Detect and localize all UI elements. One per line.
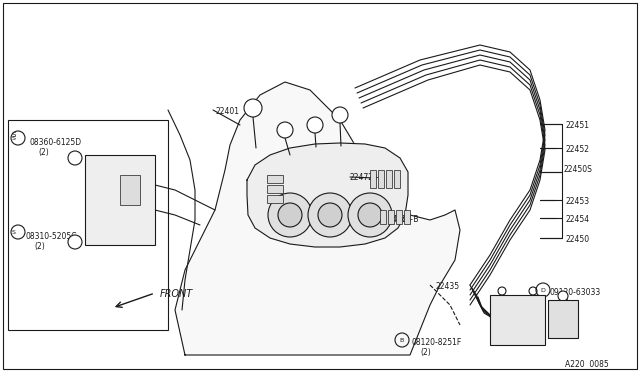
Circle shape bbox=[558, 291, 568, 301]
Polygon shape bbox=[247, 143, 408, 247]
Text: (2): (2) bbox=[558, 298, 569, 307]
Text: (2): (2) bbox=[34, 242, 45, 251]
Text: 22401: 22401 bbox=[215, 107, 239, 116]
Text: 22020: 22020 bbox=[92, 203, 116, 212]
Bar bbox=[388, 210, 394, 224]
Bar bbox=[548, 300, 578, 338]
Circle shape bbox=[308, 193, 352, 237]
Circle shape bbox=[277, 122, 293, 138]
Text: 22453: 22453 bbox=[565, 197, 589, 206]
Text: S: S bbox=[12, 230, 16, 234]
Bar bbox=[386, 170, 392, 188]
Circle shape bbox=[358, 203, 382, 227]
Text: S: S bbox=[12, 132, 16, 138]
Circle shape bbox=[529, 287, 537, 295]
Text: 22452: 22452 bbox=[565, 145, 589, 154]
Circle shape bbox=[268, 193, 312, 237]
Text: 08120-8251F: 08120-8251F bbox=[412, 338, 462, 347]
Text: 22020E: 22020E bbox=[108, 183, 137, 192]
Circle shape bbox=[348, 193, 392, 237]
Circle shape bbox=[278, 203, 302, 227]
Text: 22450: 22450 bbox=[565, 235, 589, 244]
Bar bbox=[267, 195, 283, 203]
Text: 22450S: 22450S bbox=[564, 166, 593, 174]
Bar bbox=[490, 295, 545, 345]
Text: 22435: 22435 bbox=[436, 282, 460, 291]
Text: S: S bbox=[12, 135, 16, 141]
Bar bbox=[85, 155, 155, 245]
Circle shape bbox=[68, 151, 82, 165]
Text: FRONT: FRONT bbox=[160, 289, 193, 299]
Bar bbox=[120, 175, 140, 205]
Polygon shape bbox=[175, 82, 460, 355]
Circle shape bbox=[318, 203, 342, 227]
Text: (2): (2) bbox=[38, 148, 49, 157]
Text: (2): (2) bbox=[420, 348, 431, 357]
Text: 08310-5205C: 08310-5205C bbox=[26, 232, 77, 241]
Circle shape bbox=[498, 287, 506, 295]
Text: 22451: 22451 bbox=[565, 121, 589, 130]
Bar bbox=[404, 210, 410, 224]
Bar bbox=[396, 210, 402, 224]
Bar bbox=[370, 170, 376, 188]
Text: 22472: 22472 bbox=[278, 202, 302, 211]
Circle shape bbox=[244, 99, 262, 117]
Text: D: D bbox=[541, 288, 545, 292]
Bar bbox=[380, 210, 386, 224]
Circle shape bbox=[68, 235, 82, 249]
Text: 09120-63033: 09120-63033 bbox=[550, 288, 601, 297]
Text: B: B bbox=[400, 337, 404, 343]
Text: 22472+A: 22472+A bbox=[350, 173, 386, 182]
Text: 22433: 22433 bbox=[552, 318, 576, 327]
Text: A220  0085: A220 0085 bbox=[565, 360, 609, 369]
Bar bbox=[8, 120, 168, 330]
Circle shape bbox=[332, 107, 348, 123]
Bar bbox=[394, 170, 400, 188]
Text: 08360-6125D: 08360-6125D bbox=[30, 138, 82, 147]
Bar bbox=[267, 175, 283, 183]
Bar bbox=[267, 185, 283, 193]
Circle shape bbox=[307, 117, 323, 133]
Text: 22454: 22454 bbox=[565, 215, 589, 224]
Bar bbox=[378, 170, 384, 188]
Text: 22472+B: 22472+B bbox=[383, 215, 419, 224]
